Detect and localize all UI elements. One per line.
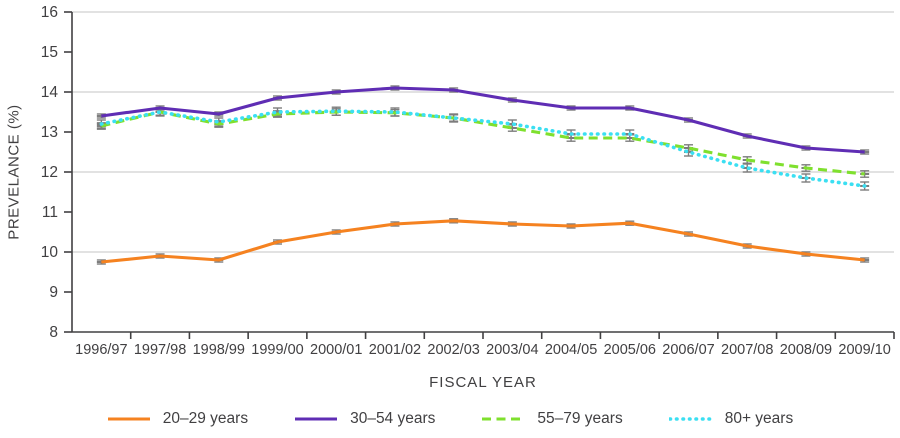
chart-legend: 20–29 years 30–54 years 55–79 years 80+ … bbox=[0, 404, 900, 434]
y-tick-label: 14 bbox=[41, 84, 59, 101]
x-tick-label: 2003/04 bbox=[486, 342, 538, 358]
legend-item-55-79-years: 55–79 years bbox=[481, 410, 623, 428]
legend-line-sample-solid-orange-icon bbox=[107, 417, 150, 421]
y-axis-title: PREVELANCE (%) bbox=[5, 104, 23, 240]
legend-line-sample-dashed-green-icon bbox=[482, 417, 525, 421]
series-line-1 bbox=[101, 86, 865, 154]
x-tick-label: 2006/07 bbox=[662, 342, 714, 358]
x-tick-label: 2005/06 bbox=[604, 342, 656, 358]
x-tick-label: 2008/09 bbox=[780, 342, 832, 358]
y-tick-label: 10 bbox=[41, 244, 59, 261]
legend-item-30-54-years: 30–54 years bbox=[294, 410, 435, 428]
y-tick-label: 8 bbox=[49, 324, 58, 341]
x-tick-label: 2009/10 bbox=[838, 342, 890, 358]
legend-item-80-plus-years: 80+ years bbox=[668, 410, 794, 428]
series-line-2 bbox=[100, 110, 865, 176]
legend-item-20-29-years: 20–29 years bbox=[107, 410, 248, 428]
legend-label: 55–79 years bbox=[537, 410, 623, 427]
y-tick-label: 11 bbox=[42, 204, 58, 221]
legend-line-sample-solid-purple-icon bbox=[295, 417, 338, 421]
y-tick-label: 16 bbox=[41, 4, 58, 21]
series-line-3 bbox=[99, 109, 867, 188]
x-tick-label: 1998/99 bbox=[193, 342, 245, 358]
y-tick-label: 15 bbox=[41, 44, 58, 61]
legend-line-sample-dotted-cyan-icon bbox=[668, 417, 713, 421]
x-tick-label: 2004/05 bbox=[545, 342, 597, 358]
x-tick-label: 2007/08 bbox=[721, 342, 773, 358]
x-tick-label: 2001/02 bbox=[369, 342, 421, 358]
series-line-0 bbox=[101, 219, 865, 264]
x-tick-label: 1999/00 bbox=[251, 342, 303, 358]
legend-label: 80+ years bbox=[724, 410, 794, 427]
y-tick-label: 12 bbox=[41, 164, 58, 181]
chart-plot-area: 8 9 10 11 12 13 14 15 16 1996/97 1997/98 1998/99 199… bbox=[41, 4, 895, 358]
y-tick-label: 9 bbox=[49, 284, 58, 301]
legend-label: 30–54 years bbox=[350, 410, 436, 427]
legend-label: 20–29 years bbox=[162, 410, 249, 427]
x-tick-label: 2000/01 bbox=[310, 342, 362, 358]
x-tick-label: 2002/03 bbox=[427, 342, 479, 358]
x-axis-title: FISCAL YEAR bbox=[429, 374, 537, 391]
x-tick-label: 1996/97 bbox=[75, 342, 127, 358]
y-tick-label: 13 bbox=[41, 124, 58, 141]
x-tick-label: 1997/98 bbox=[134, 342, 186, 358]
